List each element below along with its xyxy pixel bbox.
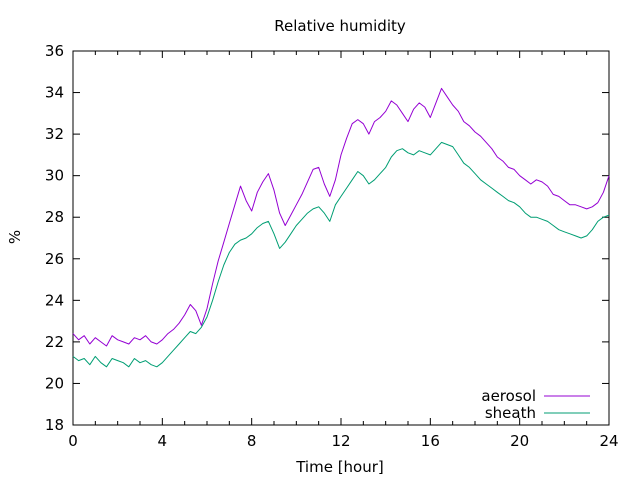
x-tick-label: 16 <box>421 432 440 450</box>
legend-label-aerosol: aerosol <box>481 387 536 405</box>
plot-border <box>72 50 610 426</box>
x-tick-label: 8 <box>247 432 257 450</box>
x-axis: 0 4 8 12 16 20 24 <box>68 51 619 450</box>
legend-label-sheath: sheath <box>485 404 536 422</box>
x-tick-label: 4 <box>158 432 168 450</box>
y-tick-label: 20 <box>45 374 64 392</box>
y-tick-label: 32 <box>45 125 64 143</box>
y-tick-label: 24 <box>45 291 64 309</box>
x-tick-label: 20 <box>510 432 529 450</box>
plot-area <box>72 50 610 426</box>
series-lines <box>72 87 610 368</box>
y-tick-label: 28 <box>45 208 64 226</box>
series-line-sheath <box>72 141 610 368</box>
y-axis: 18 20 22 24 26 28 30 32 34 36 <box>45 42 609 434</box>
y-tick-label: 34 <box>45 84 64 102</box>
y-tick-label: 36 <box>45 42 64 60</box>
x-tick-label: 24 <box>599 432 618 450</box>
chart-title: Relative humidity <box>274 17 406 35</box>
y-tick-label: 18 <box>45 416 64 434</box>
y-tick-label: 30 <box>45 167 64 185</box>
x-tick-label: 12 <box>331 432 350 450</box>
x-tick-label: 0 <box>68 432 78 450</box>
x-axis-label: Time [hour] <box>295 458 384 476</box>
y-tick-label: 26 <box>45 250 64 268</box>
y-axis-label: % <box>6 230 24 244</box>
series-line-aerosol <box>72 87 610 347</box>
y-tick-label: 22 <box>45 333 64 351</box>
